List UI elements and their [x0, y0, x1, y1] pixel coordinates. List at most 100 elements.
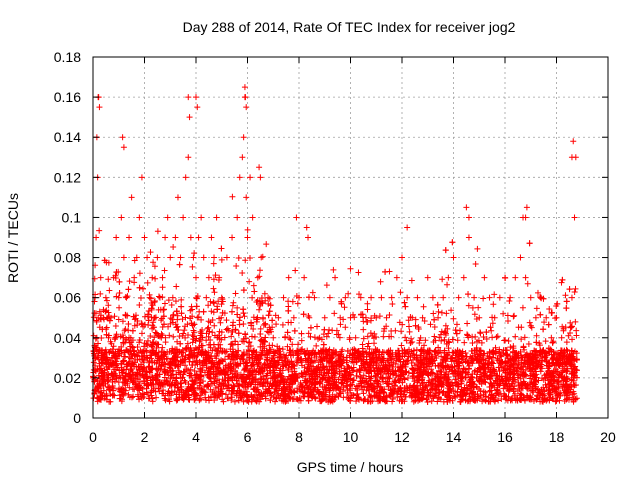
data-point [416, 340, 423, 347]
data-point [299, 346, 306, 353]
data-point [564, 365, 571, 372]
data-point [388, 327, 395, 334]
data-point [421, 342, 428, 349]
data-point [475, 393, 482, 400]
data-point [398, 367, 405, 374]
data-point [109, 371, 116, 378]
data-point [525, 361, 532, 368]
data-point [207, 319, 214, 326]
data-point [388, 356, 395, 363]
data-point [404, 357, 411, 364]
data-point [119, 369, 126, 376]
data-point [127, 367, 134, 374]
data-point [140, 393, 147, 400]
data-point [408, 277, 415, 284]
data-point [169, 316, 176, 323]
data-point [313, 373, 320, 380]
data-point [205, 371, 212, 378]
data-point [329, 349, 336, 356]
data-point [189, 263, 196, 270]
data-point [369, 355, 376, 362]
data-point [222, 362, 229, 369]
data-point [239, 394, 246, 401]
data-point [145, 307, 152, 314]
data-point [248, 333, 255, 340]
data-point [545, 381, 552, 388]
data-point [490, 301, 497, 308]
data-point [198, 316, 205, 323]
data-point [146, 369, 153, 376]
data-point [189, 377, 196, 384]
data-point [409, 365, 416, 372]
data-point [331, 378, 338, 385]
data-point [191, 380, 198, 387]
data-point [169, 345, 176, 352]
data-point [428, 382, 435, 389]
data-point [491, 291, 498, 298]
data-point [443, 310, 450, 317]
data-point [482, 361, 489, 368]
data-point [90, 366, 97, 373]
data-point [308, 379, 315, 386]
data-point [122, 326, 129, 333]
data-point [285, 298, 292, 305]
data-point [510, 388, 517, 395]
data-point [107, 398, 114, 405]
data-point [140, 357, 147, 364]
data-point [546, 361, 553, 368]
data-point [191, 352, 198, 359]
data-point [211, 397, 218, 404]
data-point [324, 367, 331, 374]
data-point [94, 366, 101, 373]
data-point [271, 358, 278, 365]
data-point [568, 377, 575, 384]
data-point [348, 365, 355, 372]
data-point [498, 396, 505, 403]
data-point [191, 250, 198, 257]
data-point [480, 364, 487, 371]
data-point [229, 322, 236, 329]
data-point [434, 373, 441, 380]
data-point [457, 377, 464, 384]
data-point [530, 362, 537, 369]
data-point [139, 372, 146, 379]
data-point [150, 324, 157, 331]
data-point [250, 282, 257, 289]
data-point [257, 367, 264, 374]
data-point [303, 350, 310, 357]
data-point [389, 398, 396, 405]
data-point [197, 379, 204, 386]
data-point [159, 324, 166, 331]
data-point [534, 395, 541, 402]
data-point [216, 315, 223, 322]
data-point [438, 380, 445, 387]
data-point [393, 353, 400, 360]
data-point [504, 317, 511, 324]
data-point [510, 313, 517, 320]
data-point [174, 338, 181, 345]
data-point [204, 382, 211, 389]
data-points [90, 84, 580, 405]
data-point [431, 349, 438, 356]
data-point [314, 323, 321, 330]
data-point [199, 388, 206, 395]
data-point [205, 324, 212, 331]
data-point [338, 379, 345, 386]
data-point [105, 302, 112, 309]
data-point [166, 348, 173, 355]
data-point [120, 366, 127, 373]
data-point [573, 327, 580, 334]
data-point [228, 397, 235, 404]
data-point [258, 254, 265, 261]
data-point [519, 304, 526, 311]
data-point [399, 379, 406, 386]
data-point [305, 355, 312, 362]
data-point [475, 377, 482, 384]
data-point [510, 343, 517, 350]
data-point [134, 391, 141, 398]
data-point [368, 382, 375, 389]
data-point [152, 329, 159, 336]
data-point [189, 332, 196, 339]
data-point [443, 375, 450, 382]
data-point [257, 325, 264, 332]
